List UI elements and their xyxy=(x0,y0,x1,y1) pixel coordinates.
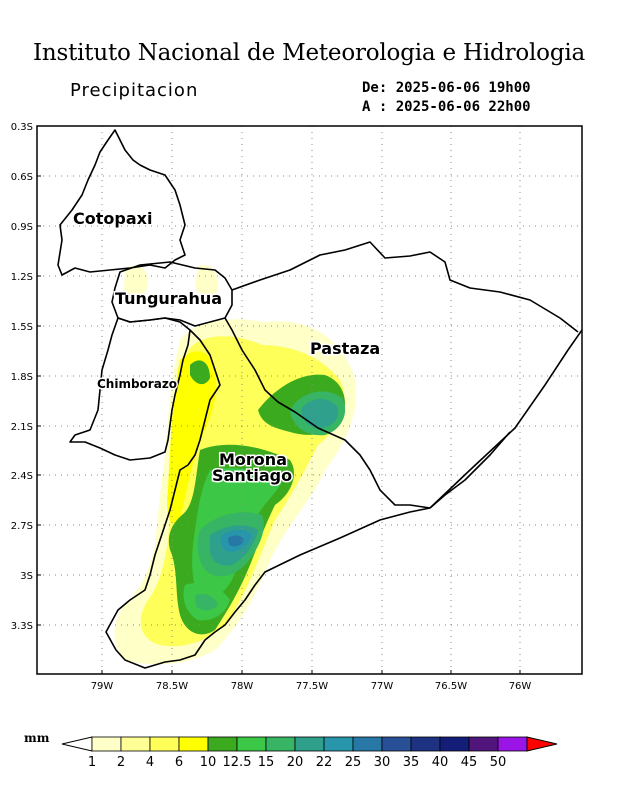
lat-label: 1.8S xyxy=(11,372,33,383)
map-title: Instituto Nacional de Meteorologia e Hid… xyxy=(32,40,586,66)
colorbar-level-label: 1 xyxy=(88,755,96,770)
colorbar-level-label: 35 xyxy=(403,755,420,770)
colorbar-swatch xyxy=(497,736,528,752)
colorbar-level-label: 4 xyxy=(146,755,154,770)
colorbar-swatch xyxy=(265,736,296,752)
colorbar-unit: mm xyxy=(24,731,50,745)
province-label-tungurahua: Tungurahua xyxy=(115,289,222,308)
lon-label: 76.5W xyxy=(435,681,467,692)
province-label-cotopaxi: Cotopaxi xyxy=(73,209,152,228)
border-cotopaxi xyxy=(57,129,186,276)
colorbar-swatch xyxy=(91,736,122,752)
colorbar-swatch xyxy=(410,736,441,752)
axis-ticks xyxy=(37,125,521,674)
colorbar-level-label: 10 xyxy=(200,755,217,770)
border-east xyxy=(429,329,582,509)
colorbar-level-label: 25 xyxy=(345,755,362,770)
province-label-morona: Morona xyxy=(219,450,287,469)
lat-label: 2.1S xyxy=(11,422,33,433)
province-label-santiago: Santiago xyxy=(212,466,292,485)
colorbar-swatch xyxy=(323,736,354,752)
lat-label: 2.7S xyxy=(11,521,33,532)
date-to: A : 2025-06-06 22h00 xyxy=(362,99,531,115)
lat-label: 2.4S xyxy=(11,471,33,482)
lon-label: 76W xyxy=(509,681,532,692)
colorbar-level-label: 22 xyxy=(316,755,333,770)
lat-label: 0.9S xyxy=(11,222,33,233)
variable-label: Precipitacion xyxy=(70,80,199,101)
colorbar-swatch xyxy=(468,736,499,752)
plot-frame xyxy=(36,125,583,675)
graticule xyxy=(37,126,582,674)
colorbar: 1 2 4 6 10 12.5 15 20 22 25 30 35 40 45 50 xyxy=(61,736,558,770)
colorbar-level-label: 2 xyxy=(117,755,125,770)
lat-label: 3S xyxy=(20,571,33,582)
lon-label: 77W xyxy=(371,681,394,692)
lon-label: 78W xyxy=(231,681,254,692)
colorbar-level-label: 15 xyxy=(258,755,275,770)
colorbar-level-label: 50 xyxy=(490,755,507,770)
province-label-chimborazo: Chimborazo xyxy=(97,377,177,391)
border-morona-santiago xyxy=(105,329,431,669)
lat-label: 1.5S xyxy=(11,322,33,333)
colorbar-under-triangle xyxy=(61,736,93,752)
colorbar-swatch xyxy=(207,736,238,752)
border-pastaza xyxy=(224,241,579,509)
colorbar-level-label: 30 xyxy=(374,755,391,770)
colorbar-swatch xyxy=(149,736,180,752)
colorbar-swatch xyxy=(178,736,209,752)
lat-label: 0.3S xyxy=(11,122,33,133)
colorbar-swatch xyxy=(439,736,470,752)
colorbar-level-label: 40 xyxy=(432,755,449,770)
lon-label: 78.5W xyxy=(156,681,188,692)
colorbar-swatch xyxy=(381,736,412,752)
province-borders xyxy=(57,129,582,669)
colorbar-level-label: 20 xyxy=(287,755,304,770)
colorbar-over-triangle xyxy=(526,736,558,752)
colorbar-swatch xyxy=(294,736,325,752)
lat-label: 0.6S xyxy=(11,172,33,183)
border-chimborazo xyxy=(69,317,191,461)
colorbar-level-label: 45 xyxy=(461,755,478,770)
colorbar-swatch xyxy=(352,736,383,752)
precipitation-field xyxy=(114,265,357,665)
lat-label: 1.2S xyxy=(11,272,33,283)
province-label-pastaza: Pastaza xyxy=(310,339,380,358)
date-from: De: 2025-06-06 19h00 xyxy=(362,80,531,96)
colorbar-level-label: 12.5 xyxy=(223,755,252,770)
lat-label: 3.3S xyxy=(11,621,33,632)
lon-label: 79W xyxy=(91,681,114,692)
colorbar-swatch xyxy=(236,736,267,752)
lon-label: 77.5W xyxy=(296,681,328,692)
colorbar-level-label: 6 xyxy=(175,755,183,770)
colorbar-swatch xyxy=(120,736,151,752)
